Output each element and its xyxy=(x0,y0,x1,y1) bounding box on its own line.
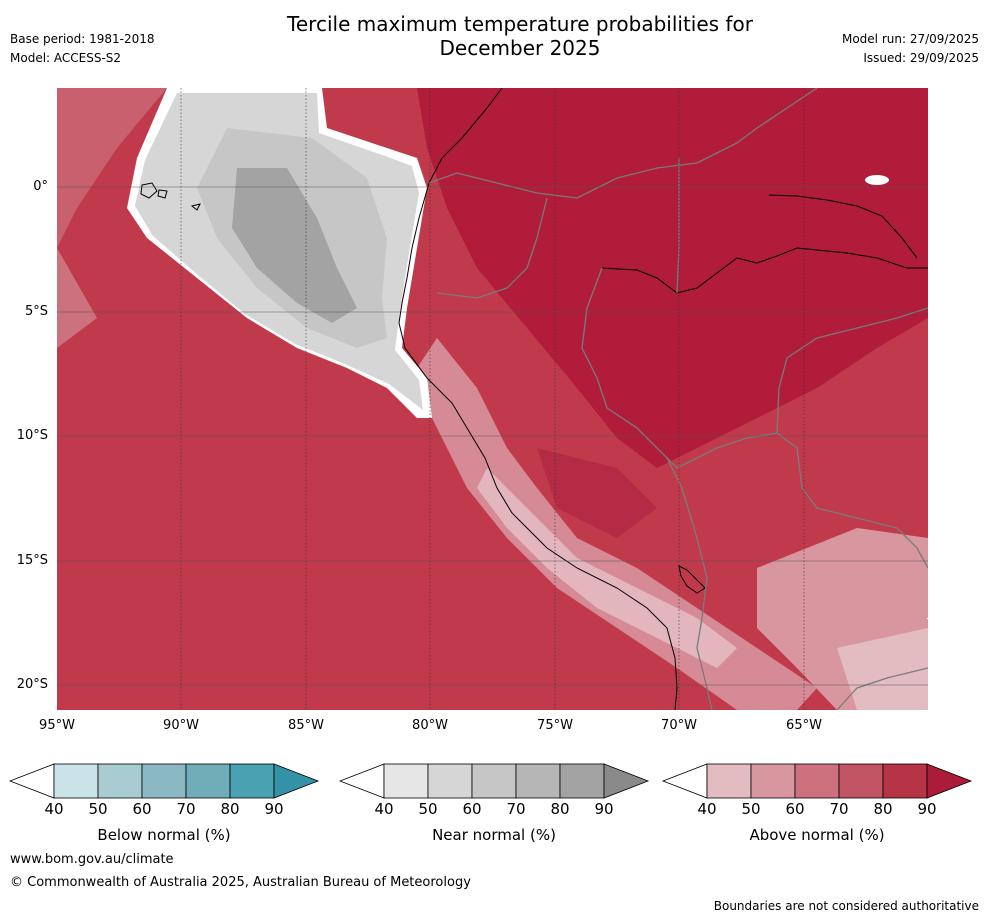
field-above-50-coastal xyxy=(417,338,817,710)
above-colorbar-bin-4 xyxy=(838,763,884,799)
lake-titicaca xyxy=(678,565,706,594)
colorbar-below-swatches xyxy=(8,763,320,799)
above-colorbar-bin-2 xyxy=(750,763,796,799)
copyright: © Commonwealth of Australia 2025, Austra… xyxy=(10,875,471,890)
model-name: Model: ACCESS-S2 xyxy=(10,51,122,65)
page-title: Tercile maximum temperature probabilitie… xyxy=(220,12,820,60)
above-tick-70: 70 xyxy=(829,800,849,818)
below-tick-90: 90 xyxy=(264,800,284,818)
below-colorbar-high-extend xyxy=(273,763,320,799)
above-colorbar-bin-3 xyxy=(794,763,840,799)
above-colorbar-low-extend xyxy=(661,763,708,799)
near-colorbar-bin-2 xyxy=(427,763,473,799)
near-tick-60: 60 xyxy=(462,800,482,818)
field-above-40-se xyxy=(837,628,928,710)
below-colorbar-bin-5 xyxy=(229,763,275,799)
above-colorbar-high-extend xyxy=(926,763,973,799)
near-colorbar-low-extend xyxy=(338,763,385,799)
title-line-2: December 2025 xyxy=(439,36,601,60)
lon-tick-85w: 85°W xyxy=(288,718,324,733)
below-tick-70: 70 xyxy=(176,800,196,818)
field-above-80-south xyxy=(537,448,657,538)
lat-tick-0: 0° xyxy=(33,179,48,194)
website-link[interactable]: www.bom.gov.au/climate xyxy=(10,852,174,867)
near-tick-70: 70 xyxy=(506,800,526,818)
near-tick-90: 90 xyxy=(594,800,614,818)
below-tick-40: 40 xyxy=(44,800,64,818)
near-tick-40: 40 xyxy=(374,800,394,818)
colorbar-below xyxy=(8,763,320,799)
above-tick-50: 50 xyxy=(741,800,761,818)
graticule xyxy=(180,88,805,710)
colorbar-near xyxy=(338,763,650,799)
lat-tick-15s: 15°S xyxy=(16,553,48,568)
colorbar-above-swatches xyxy=(661,763,973,799)
coastline xyxy=(398,88,678,710)
lon-tick-65w: 65°W xyxy=(786,718,822,733)
field-above-80-interior xyxy=(417,88,928,468)
probability-map xyxy=(57,88,928,710)
above-tick-80: 80 xyxy=(873,800,893,818)
below-colorbar-bin-1 xyxy=(53,763,99,799)
border-peru-brazil-bolivia xyxy=(581,267,928,569)
below-colorbar-low-extend xyxy=(8,763,55,799)
below-tick-80: 80 xyxy=(220,800,240,818)
amazon-river xyxy=(601,247,928,294)
border-colombia-ecuador-peru xyxy=(428,88,818,199)
border-bolivia-brazil xyxy=(776,307,928,434)
below-tick-60: 60 xyxy=(132,800,152,818)
above-colorbar-bin-5 xyxy=(882,763,928,799)
galapagos-island-2 xyxy=(157,189,168,199)
lon-tick-95w: 95°W xyxy=(39,718,75,733)
lon-tick-90w: 90°W xyxy=(163,718,199,733)
border-ecuador-peru xyxy=(436,197,548,299)
border-colombia-brazil xyxy=(676,158,680,294)
near-normal-label: Near normal (%) xyxy=(432,826,556,844)
boundary-disclaimer: Boundaries are not considered authoritat… xyxy=(713,899,979,913)
above-tick-40: 40 xyxy=(697,800,717,818)
lat-tick-10s: 10°S xyxy=(16,428,48,443)
field-above-60-nw xyxy=(57,88,167,248)
above-normal-label: Above normal (%) xyxy=(749,826,885,844)
above-tick-60: 60 xyxy=(785,800,805,818)
below-colorbar-bin-3 xyxy=(141,763,187,799)
above-colorbar-bin-1 xyxy=(706,763,752,799)
near-colorbar-bin-3 xyxy=(471,763,517,799)
colorbar-near-swatches xyxy=(338,763,650,799)
lon-tick-75w: 75°W xyxy=(537,718,573,733)
below-colorbar-bin-4 xyxy=(185,763,231,799)
base-period: Base period: 1981-2018 xyxy=(10,32,155,46)
lon-tick-80w: 80°W xyxy=(412,718,448,733)
colorbar-above xyxy=(661,763,973,799)
above-tick-90: 90 xyxy=(917,800,937,818)
lat-tick-5s: 5°S xyxy=(24,304,48,319)
near-colorbar-high-extend xyxy=(603,763,650,799)
galapagos-island xyxy=(140,182,158,199)
field-above-60-w xyxy=(57,248,97,348)
title-line-1: Tercile maximum temperature probabilitie… xyxy=(287,12,753,36)
border-paraguay xyxy=(836,667,928,710)
below-normal-label: Below normal (%) xyxy=(97,826,231,844)
model-run: Model run: 27/09/2025 xyxy=(841,32,979,46)
latitude-lines xyxy=(57,186,928,686)
below-tick-50: 50 xyxy=(88,800,108,818)
near-tick-50: 50 xyxy=(418,800,438,818)
rio-negro xyxy=(768,194,918,259)
field-pixel xyxy=(927,618,928,619)
field-above-40-coastal xyxy=(477,468,737,668)
near-colorbar-bin-5 xyxy=(559,763,605,799)
lat-tick-20s: 20°S xyxy=(16,677,48,692)
lon-tick-70w: 70°W xyxy=(661,718,697,733)
issued-date: Issued: 29/09/2025 xyxy=(863,51,979,65)
near-normal-spot xyxy=(865,175,889,185)
near-normal-80 xyxy=(232,168,357,323)
near-colorbar-bin-4 xyxy=(515,763,561,799)
below-colorbar-bin-2 xyxy=(97,763,143,799)
near-colorbar-bin-1 xyxy=(383,763,429,799)
galapagos-island-3 xyxy=(190,203,201,211)
near-tick-80: 80 xyxy=(550,800,570,818)
border-peru-bolivia xyxy=(666,457,713,710)
